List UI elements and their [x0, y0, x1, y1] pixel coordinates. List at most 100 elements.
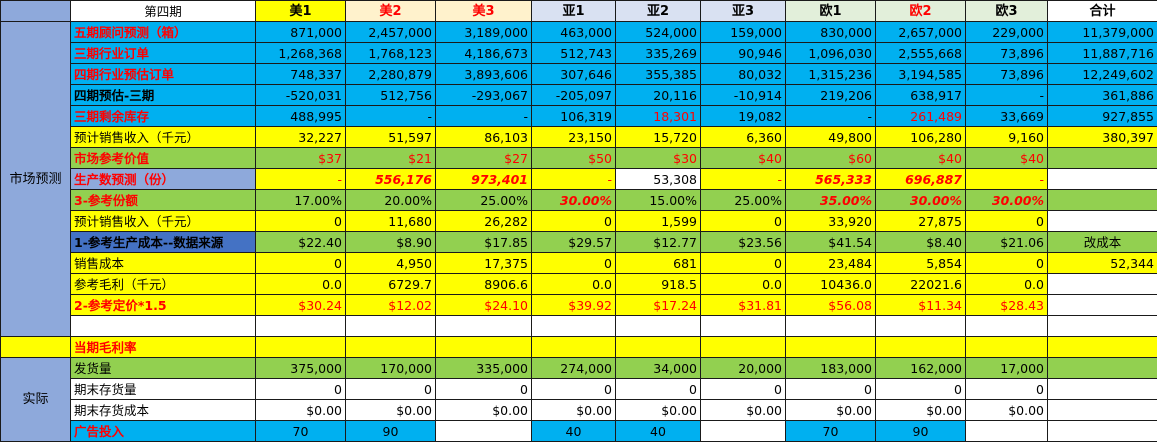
data-cell[interactable]: $30: [615, 147, 701, 169]
data-cell[interactable]: 23,150: [531, 126, 616, 148]
data-cell[interactable]: 32,227: [255, 126, 346, 148]
data-cell[interactable]: [1047, 147, 1157, 169]
data-cell[interactable]: $28.43: [965, 294, 1048, 316]
data-cell[interactable]: 2,657,000: [875, 21, 966, 43]
data-cell[interactable]: 19,082: [700, 105, 786, 127]
data-cell[interactable]: 524,000: [615, 21, 701, 43]
data-cell[interactable]: 0: [435, 378, 532, 400]
data-cell[interactable]: 11,680: [345, 210, 436, 232]
data-cell[interactable]: 27,875: [875, 210, 966, 232]
data-cell[interactable]: 9,160: [965, 126, 1048, 148]
data-cell[interactable]: 0: [255, 210, 346, 232]
data-cell[interactable]: 52,344: [1047, 252, 1157, 274]
data-cell[interactable]: 改成本: [1047, 231, 1157, 253]
column-header-5[interactable]: 亚2: [615, 0, 701, 22]
data-cell[interactable]: 4,186,673: [435, 42, 532, 64]
data-cell[interactable]: 0: [345, 378, 436, 400]
row-label[interactable]: 当期毛利率: [70, 336, 256, 358]
data-cell[interactable]: 40: [615, 420, 701, 442]
data-cell[interactable]: 183,000: [785, 357, 876, 379]
corner-cell[interactable]: [0, 0, 71, 22]
data-cell[interactable]: 6,360: [700, 126, 786, 148]
data-cell[interactable]: $0.00: [255, 399, 346, 421]
data-cell[interactable]: 1,315,236: [785, 63, 876, 85]
data-cell[interactable]: 106,280: [875, 126, 966, 148]
data-cell[interactable]: 0.0: [255, 273, 346, 295]
data-cell[interactable]: $29.57: [531, 231, 616, 253]
data-cell[interactable]: [435, 420, 532, 442]
data-cell[interactable]: 0: [965, 378, 1048, 400]
data-cell[interactable]: 30.00%: [965, 189, 1048, 211]
column-header-10[interactable]: 合计: [1047, 0, 1157, 22]
column-header-7[interactable]: 欧1: [785, 0, 876, 22]
data-cell[interactable]: 90: [345, 420, 436, 442]
data-cell[interactable]: 20.00%: [345, 189, 436, 211]
data-cell[interactable]: $27: [435, 147, 532, 169]
data-cell[interactable]: [531, 336, 616, 358]
data-cell[interactable]: 1,599: [615, 210, 701, 232]
row-label[interactable]: 参考毛利（千元）: [70, 273, 256, 295]
data-cell[interactable]: 0: [531, 252, 616, 274]
data-cell[interactable]: 638,917: [875, 84, 966, 106]
data-cell[interactable]: 0: [531, 210, 616, 232]
data-cell[interactable]: 33,669: [965, 105, 1048, 127]
data-cell[interactable]: [615, 336, 701, 358]
row-label[interactable]: 期末存货成本: [70, 399, 256, 421]
column-header-2[interactable]: 美2: [345, 0, 436, 22]
data-cell[interactable]: [785, 315, 876, 337]
data-cell[interactable]: 26,282: [435, 210, 532, 232]
data-cell[interactable]: 106,319: [531, 105, 616, 127]
row-label[interactable]: 四期预估-三期: [70, 84, 256, 106]
data-cell[interactable]: 3,893,606: [435, 63, 532, 85]
data-cell[interactable]: $22.40: [255, 231, 346, 253]
data-cell[interactable]: -205,097: [531, 84, 616, 106]
data-cell[interactable]: [965, 336, 1048, 358]
data-cell[interactable]: [965, 420, 1048, 442]
data-cell[interactable]: 22021.6: [875, 273, 966, 295]
data-cell[interactable]: 1,096,030: [785, 42, 876, 64]
row-label[interactable]: 市场参考价值: [70, 147, 256, 169]
data-cell[interactable]: $40: [875, 147, 966, 169]
data-cell[interactable]: 51,597: [345, 126, 436, 148]
data-cell[interactable]: 274,000: [531, 357, 616, 379]
data-cell[interactable]: 871,000: [255, 21, 346, 43]
data-cell[interactable]: 488,995: [255, 105, 346, 127]
data-cell[interactable]: 380,397: [1047, 126, 1157, 148]
data-cell[interactable]: 30.00%: [875, 189, 966, 211]
data-cell[interactable]: 10436.0: [785, 273, 876, 295]
data-cell[interactable]: [1047, 189, 1157, 211]
data-cell[interactable]: 80,032: [700, 63, 786, 85]
data-cell[interactable]: [345, 336, 436, 358]
data-cell[interactable]: $8.90: [345, 231, 436, 253]
data-cell[interactable]: 973,401: [435, 168, 532, 190]
data-cell[interactable]: $21.06: [965, 231, 1048, 253]
data-cell[interactable]: 375,000: [255, 357, 346, 379]
data-cell[interactable]: $40: [700, 147, 786, 169]
data-cell[interactable]: 35.00%: [785, 189, 876, 211]
data-cell[interactable]: 159,000: [700, 21, 786, 43]
data-cell[interactable]: $23.56: [700, 231, 786, 253]
data-cell[interactable]: $31.81: [700, 294, 786, 316]
data-cell[interactable]: 162,000: [875, 357, 966, 379]
data-cell[interactable]: [1047, 357, 1157, 379]
data-cell[interactable]: 0: [965, 252, 1048, 274]
data-cell[interactable]: $12.02: [345, 294, 436, 316]
data-cell[interactable]: 463,000: [531, 21, 616, 43]
row-label[interactable]: 期末存货量: [70, 378, 256, 400]
data-cell[interactable]: 70: [785, 420, 876, 442]
data-cell[interactable]: 1,768,123: [345, 42, 436, 64]
data-cell[interactable]: [700, 315, 786, 337]
data-cell[interactable]: 1,268,368: [255, 42, 346, 64]
data-cell[interactable]: 0: [965, 210, 1048, 232]
data-cell[interactable]: $60: [785, 147, 876, 169]
data-cell[interactable]: 23,484: [785, 252, 876, 274]
data-cell[interactable]: 73,896: [965, 42, 1048, 64]
data-cell[interactable]: 25.00%: [700, 189, 786, 211]
data-cell[interactable]: 556,176: [345, 168, 436, 190]
data-cell[interactable]: 11,379,000: [1047, 21, 1157, 43]
data-cell[interactable]: 49,800: [785, 126, 876, 148]
data-cell[interactable]: 0: [700, 378, 786, 400]
data-cell[interactable]: $40: [965, 147, 1048, 169]
data-cell[interactable]: $0.00: [965, 399, 1048, 421]
data-cell[interactable]: 15.00%: [615, 189, 701, 211]
